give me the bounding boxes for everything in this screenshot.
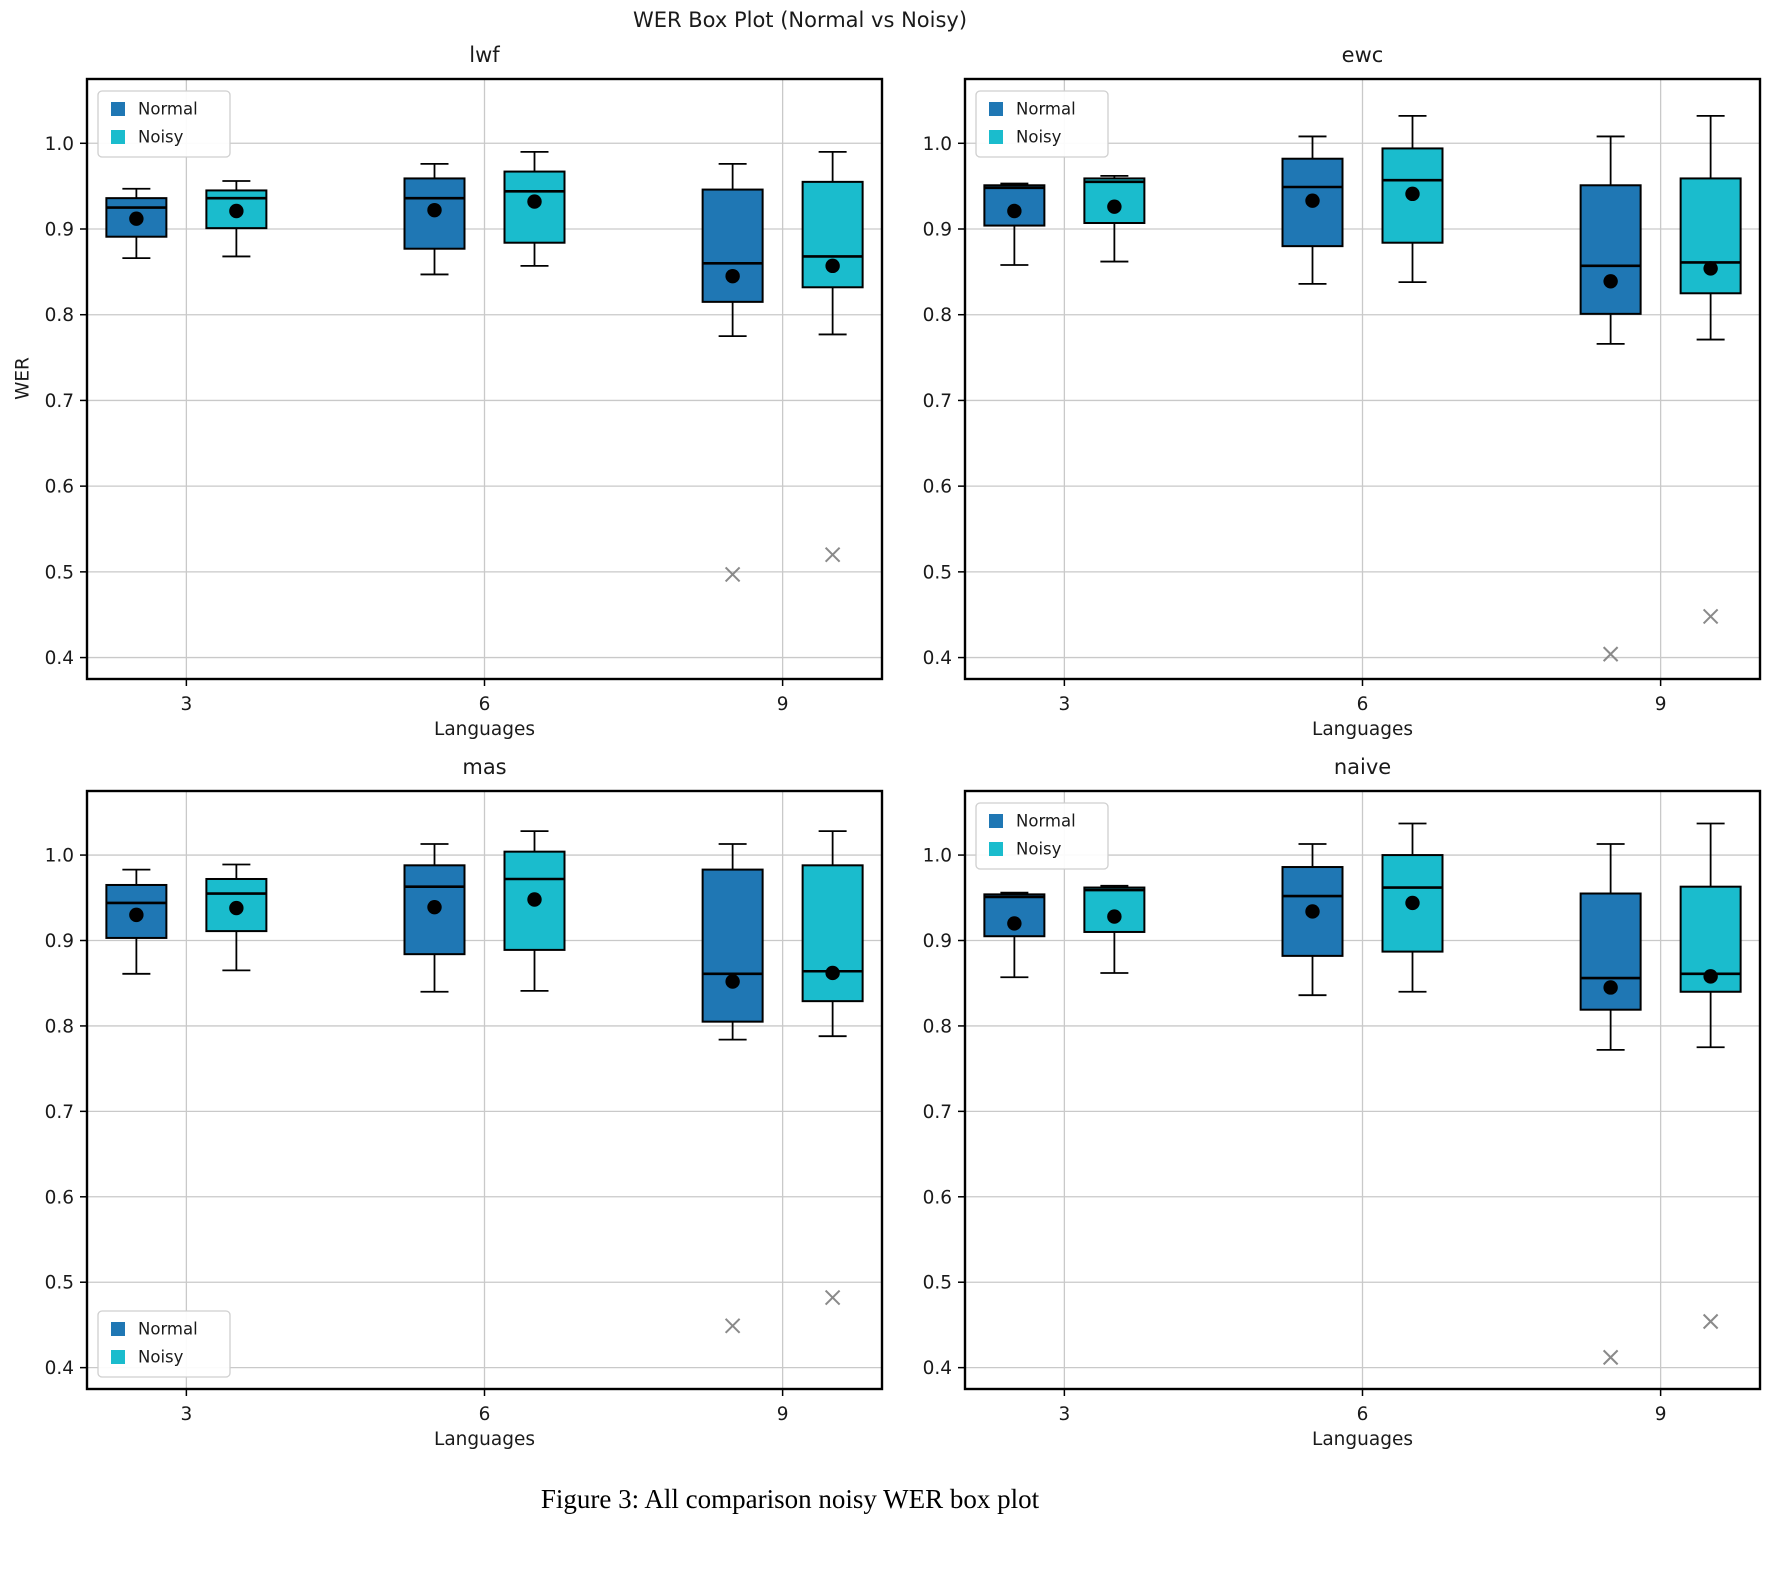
svg-text:0.4: 0.4 <box>923 1358 952 1379</box>
svg-text:9: 9 <box>1655 694 1667 715</box>
svg-text:0.8: 0.8 <box>45 1016 74 1037</box>
svg-text:9: 9 <box>777 694 789 715</box>
svg-text:3: 3 <box>180 694 192 715</box>
svg-text:1.0: 1.0 <box>45 134 74 155</box>
svg-text:Normal: Normal <box>138 1320 198 1339</box>
svg-text:3: 3 <box>1058 694 1070 715</box>
svg-text:0.6: 0.6 <box>45 1187 74 1208</box>
svg-text:Noisy: Noisy <box>1016 840 1062 859</box>
x-axis-label-lwf: Languages <box>434 719 535 740</box>
svg-text:Normal: Normal <box>1016 812 1076 831</box>
svg-text:0.8: 0.8 <box>923 305 952 326</box>
svg-text:0.7: 0.7 <box>923 391 952 412</box>
x-axis-label-naive: Languages <box>1312 1429 1413 1450</box>
svg-text:Noisy: Noisy <box>138 1348 184 1367</box>
svg-text:0.7: 0.7 <box>923 1102 952 1123</box>
svg-text:3: 3 <box>1058 1404 1070 1425</box>
subplot-naive-plot: 1.0 0.9 0.8 0.7 0.6 0.5 0.4 3 6 9 Normal Noisy <box>923 789 1762 1425</box>
svg-text:Noisy: Noisy <box>1016 128 1062 147</box>
svg-text:0.5: 0.5 <box>923 562 952 583</box>
svg-text:0.4: 0.4 <box>923 648 952 669</box>
svg-text:Noisy: Noisy <box>138 128 184 147</box>
svg-text:9: 9 <box>777 1404 789 1425</box>
svg-text:9: 9 <box>1655 1404 1667 1425</box>
subplot-title-mas: mas <box>462 755 507 779</box>
figure-caption: Figure 3: All comparison noisy WER box p… <box>540 1484 1040 1514</box>
svg-text:0.6: 0.6 <box>923 477 952 498</box>
svg-text:0.6: 0.6 <box>45 477 74 498</box>
subplot-title-ewc: ewc <box>1341 43 1384 67</box>
svg-text:6: 6 <box>479 1404 491 1425</box>
svg-text:0.5: 0.5 <box>45 1273 74 1294</box>
svg-text:0.5: 0.5 <box>45 562 74 583</box>
svg-text:Normal: Normal <box>138 100 198 119</box>
svg-text:0.9: 0.9 <box>923 931 952 952</box>
subplot-lwf-plot: 1.0 0.9 0.8 0.7 0.6 0.5 0.4 3 6 9 Normal Noisy <box>45 77 884 715</box>
svg-text:0.8: 0.8 <box>45 305 74 326</box>
svg-text:1.0: 1.0 <box>45 846 74 867</box>
svg-text:0.7: 0.7 <box>45 1102 74 1123</box>
figure-title: WER Box Plot (Normal vs Noisy) <box>632 8 968 32</box>
subplot-mas-plot: 1.0 0.9 0.8 0.7 0.6 0.5 0.4 3 6 9 Normal Noisy <box>45 789 884 1425</box>
svg-text:0.9: 0.9 <box>923 220 952 241</box>
svg-text:0.4: 0.4 <box>45 1358 74 1379</box>
svg-text:0.6: 0.6 <box>923 1187 952 1208</box>
svg-text:0.9: 0.9 <box>45 931 74 952</box>
svg-text:6: 6 <box>1357 694 1369 715</box>
svg-text:0.4: 0.4 <box>45 648 74 669</box>
svg-text:1.0: 1.0 <box>923 134 952 155</box>
x-axis-label-mas: Languages <box>434 1429 535 1450</box>
svg-text:0.8: 0.8 <box>923 1016 952 1037</box>
subplot-title-lwf: lwf <box>469 43 500 67</box>
svg-text:Normal: Normal <box>1016 100 1076 119</box>
subplot-ewc-plot: 1.0 0.9 0.8 0.7 0.6 0.5 0.4 3 6 9 Normal Noisy <box>923 77 1762 715</box>
svg-text:0.5: 0.5 <box>923 1273 952 1294</box>
svg-text:6: 6 <box>479 694 491 715</box>
svg-text:0.9: 0.9 <box>45 220 74 241</box>
svg-text:6: 6 <box>1357 1404 1369 1425</box>
subplot-title-naive: naive <box>1333 755 1392 779</box>
svg-text:0.7: 0.7 <box>45 391 74 412</box>
svg-text:3: 3 <box>180 1404 192 1425</box>
x-axis-label-ewc: Languages <box>1312 719 1413 740</box>
svg-text:1.0: 1.0 <box>923 846 952 867</box>
